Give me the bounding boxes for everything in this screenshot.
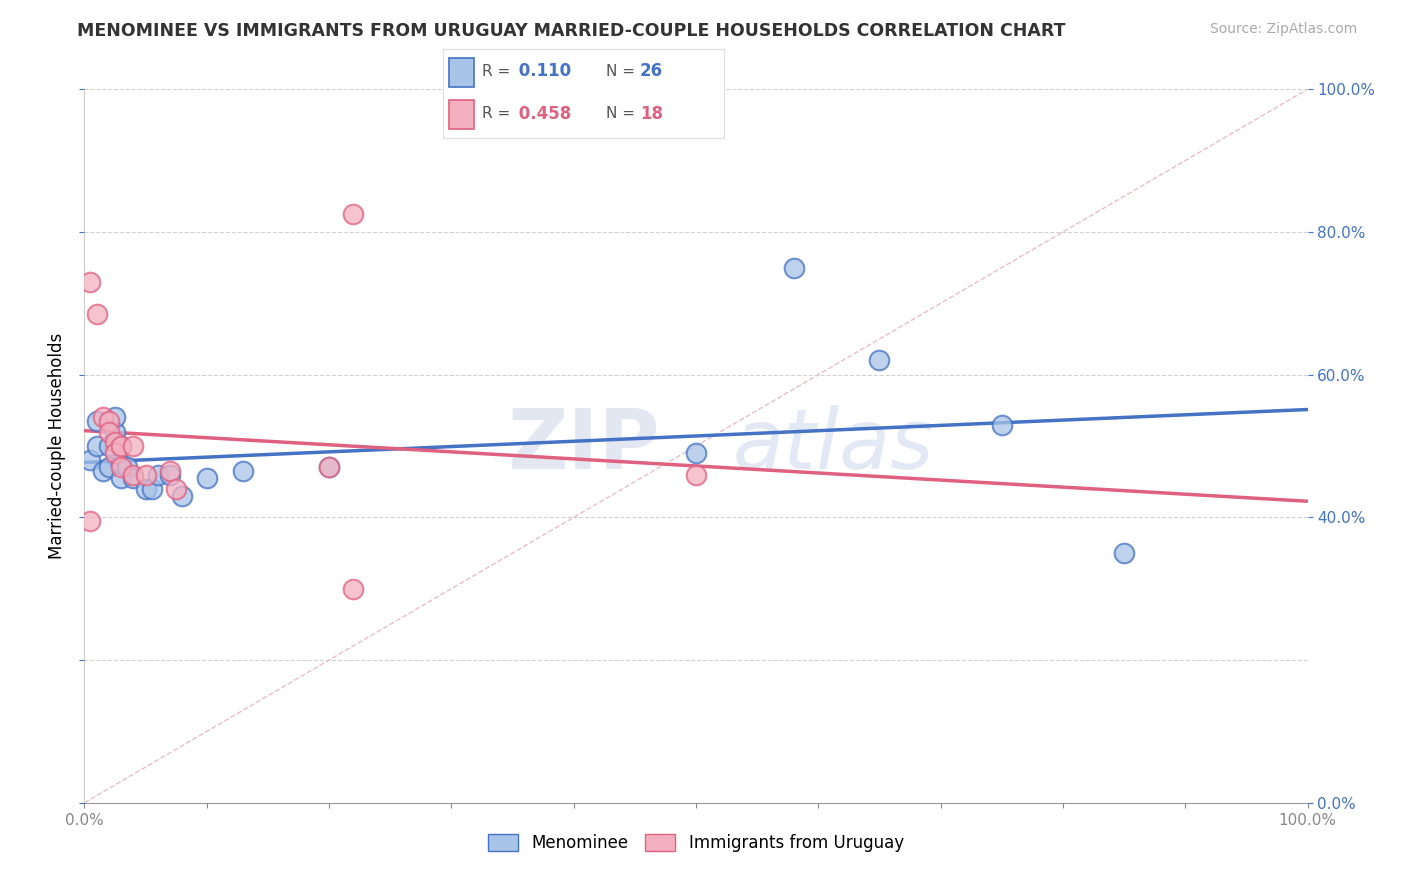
Y-axis label: Married-couple Households: Married-couple Households: [48, 333, 66, 559]
Point: [97, 414, 120, 428]
Point: [685, 467, 707, 482]
Text: MENOMINEE VS IMMIGRANTS FROM URUGUAY MARRIED-COUPLE HOUSEHOLDS CORRELATION CHART: MENOMINEE VS IMMIGRANTS FROM URUGUAY MAR…: [77, 22, 1066, 40]
Point: [97, 460, 120, 475]
Point: [135, 482, 157, 496]
Text: 0.458: 0.458: [513, 104, 571, 123]
Point: [91, 410, 114, 425]
Text: atlas: atlas: [733, 406, 935, 486]
Text: N =: N =: [606, 106, 640, 121]
Point: [104, 410, 127, 425]
Text: 0.110: 0.110: [513, 62, 571, 80]
Point: [122, 471, 145, 485]
Point: [115, 460, 138, 475]
Point: [110, 439, 132, 453]
Legend: Menominee, Immigrants from Uruguay: Menominee, Immigrants from Uruguay: [481, 827, 911, 859]
FancyBboxPatch shape: [449, 101, 474, 129]
Text: R =: R =: [482, 106, 516, 121]
Point: [104, 446, 127, 460]
Point: [79, 453, 101, 467]
Point: [685, 446, 707, 460]
Text: N =: N =: [606, 64, 640, 78]
Text: R =: R =: [482, 64, 516, 78]
FancyBboxPatch shape: [449, 58, 474, 87]
Point: [86, 439, 108, 453]
Point: [122, 467, 145, 482]
Point: [79, 514, 101, 528]
Point: [146, 467, 169, 482]
Point: [159, 467, 181, 482]
Point: [110, 460, 132, 475]
Point: [86, 307, 108, 321]
Point: [104, 425, 127, 439]
Point: [318, 460, 340, 475]
Point: [86, 414, 108, 428]
Point: [91, 464, 114, 478]
Point: [991, 417, 1014, 432]
Point: [232, 464, 254, 478]
Point: [172, 489, 194, 503]
Text: 18: 18: [640, 104, 662, 123]
Point: [1114, 546, 1136, 560]
Point: [342, 582, 364, 596]
Point: [135, 467, 157, 482]
Point: [869, 353, 891, 368]
Point: [110, 457, 132, 471]
Point: [165, 482, 187, 496]
Point: [159, 464, 181, 478]
Text: 26: 26: [640, 62, 662, 80]
Point: [141, 482, 163, 496]
Point: [122, 439, 145, 453]
Point: [97, 425, 120, 439]
Text: ZIP: ZIP: [506, 406, 659, 486]
Point: [195, 471, 218, 485]
Point: [110, 471, 132, 485]
Point: [342, 207, 364, 221]
Point: [97, 439, 120, 453]
Point: [79, 275, 101, 289]
Text: Source: ZipAtlas.com: Source: ZipAtlas.com: [1209, 22, 1357, 37]
Point: [783, 260, 806, 275]
Point: [318, 460, 340, 475]
Point: [110, 439, 132, 453]
Point: [104, 435, 127, 450]
